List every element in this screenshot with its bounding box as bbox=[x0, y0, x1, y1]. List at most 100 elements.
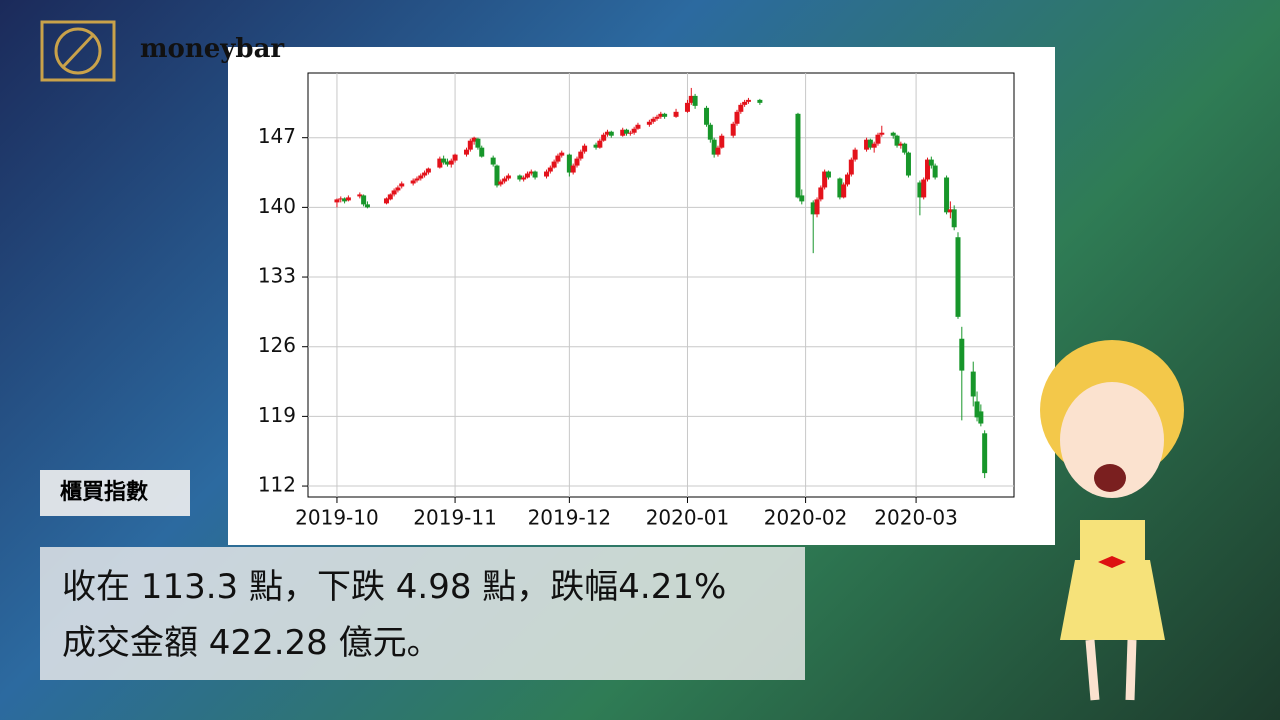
x-tick-label: 2020-03 bbox=[874, 506, 958, 530]
candle-body bbox=[974, 401, 980, 418]
candle-body bbox=[631, 128, 637, 133]
candle-body bbox=[444, 161, 450, 165]
candle-body bbox=[925, 159, 931, 180]
candle-body bbox=[928, 159, 934, 166]
candle-body bbox=[814, 199, 820, 215]
x-tick-label: 2020-01 bbox=[646, 506, 730, 530]
candle-body bbox=[650, 118, 656, 122]
candle-body bbox=[955, 237, 961, 317]
chart-panel bbox=[228, 47, 1055, 545]
candle-body bbox=[532, 171, 538, 178]
candle-body bbox=[932, 165, 938, 178]
candle-body bbox=[357, 194, 363, 197]
candle-body bbox=[517, 175, 523, 180]
candle-body bbox=[414, 178, 420, 181]
candle-body bbox=[730, 123, 736, 136]
candle-body bbox=[452, 154, 458, 161]
caption-label: 櫃買指數 bbox=[40, 470, 190, 516]
candle-body bbox=[505, 175, 511, 179]
candle-body bbox=[825, 171, 831, 178]
candle-body bbox=[959, 338, 965, 371]
candle-body bbox=[467, 140, 473, 150]
caption-line: 收在 113.3 點，下跌 4.98 點，跌幅4.21% bbox=[62, 567, 727, 607]
candle-body bbox=[578, 151, 584, 159]
candle-body bbox=[898, 143, 904, 146]
candle-body bbox=[799, 195, 805, 202]
candle-body bbox=[635, 124, 641, 129]
candle-body bbox=[391, 190, 397, 195]
y-tick-label: 133 bbox=[258, 264, 296, 288]
candle-body bbox=[719, 135, 725, 148]
candle-body bbox=[673, 111, 679, 117]
candle-body bbox=[601, 134, 607, 141]
candle-body bbox=[841, 184, 847, 198]
candle-body bbox=[738, 104, 744, 112]
candle-body bbox=[902, 143, 908, 153]
candle-body bbox=[422, 172, 428, 176]
candle-body bbox=[338, 198, 344, 200]
candle-body bbox=[345, 197, 351, 201]
candle-body bbox=[502, 178, 508, 182]
candle-body bbox=[837, 178, 843, 198]
logo-icon bbox=[40, 20, 116, 82]
candle-body bbox=[745, 99, 751, 102]
candle-body bbox=[410, 180, 416, 184]
candle-body bbox=[498, 181, 504, 185]
candle-body bbox=[704, 107, 710, 125]
candle-body bbox=[620, 129, 626, 136]
candle-body bbox=[395, 187, 401, 191]
candle-body bbox=[441, 158, 447, 163]
candle-body bbox=[490, 157, 496, 165]
candle-body bbox=[734, 111, 740, 124]
candle-body bbox=[707, 124, 713, 140]
candle-body bbox=[383, 198, 389, 204]
candle-body bbox=[848, 159, 854, 175]
candle-body bbox=[524, 173, 530, 178]
candle-body bbox=[364, 204, 370, 208]
candle-body bbox=[947, 209, 953, 213]
candle-body bbox=[437, 158, 443, 168]
candle-body bbox=[662, 113, 668, 117]
candle-body bbox=[864, 139, 870, 150]
candle-body bbox=[944, 177, 950, 213]
character bbox=[1040, 340, 1184, 701]
x-tick-label: 2020-02 bbox=[764, 506, 848, 530]
candle-body bbox=[795, 113, 801, 198]
candle-body bbox=[479, 147, 485, 157]
candle-body bbox=[551, 161, 557, 168]
plot-frame bbox=[307, 72, 1015, 498]
y-tick-label: 140 bbox=[258, 194, 296, 218]
candle-body bbox=[845, 174, 851, 185]
candle-body bbox=[715, 147, 721, 155]
candle-body bbox=[399, 183, 405, 187]
candle-body bbox=[646, 121, 652, 125]
candle-body bbox=[879, 132, 885, 135]
candle-body bbox=[757, 99, 763, 103]
candle-body bbox=[867, 139, 873, 148]
candle-body bbox=[574, 158, 580, 166]
candle-body bbox=[905, 152, 911, 176]
x-tick-label: 2019-10 bbox=[295, 506, 379, 530]
candle-body bbox=[654, 116, 660, 119]
candle-body bbox=[559, 152, 565, 156]
candle-body bbox=[890, 132, 896, 136]
candle-body bbox=[684, 102, 690, 112]
candle-body bbox=[361, 195, 367, 205]
candle-body bbox=[566, 154, 572, 173]
candle-body bbox=[978, 411, 984, 424]
candle-body bbox=[547, 167, 553, 172]
candle-body bbox=[418, 175, 424, 179]
x-tick-label: 2019-11 bbox=[413, 506, 497, 530]
candle-body bbox=[555, 155, 561, 162]
candle-body bbox=[570, 165, 576, 173]
candle-body bbox=[970, 371, 976, 397]
x-tick-label: 2019-12 bbox=[528, 506, 612, 530]
candle-body bbox=[342, 198, 348, 202]
candle-body bbox=[597, 140, 603, 148]
candle-body bbox=[818, 187, 824, 200]
candle-body bbox=[917, 182, 923, 198]
candle-body bbox=[658, 113, 664, 117]
candle-body bbox=[475, 138, 481, 148]
caption: 收在 113.3 點，下跌 4.98 點，跌幅4.21% 成交金額 422.28… bbox=[40, 547, 805, 680]
